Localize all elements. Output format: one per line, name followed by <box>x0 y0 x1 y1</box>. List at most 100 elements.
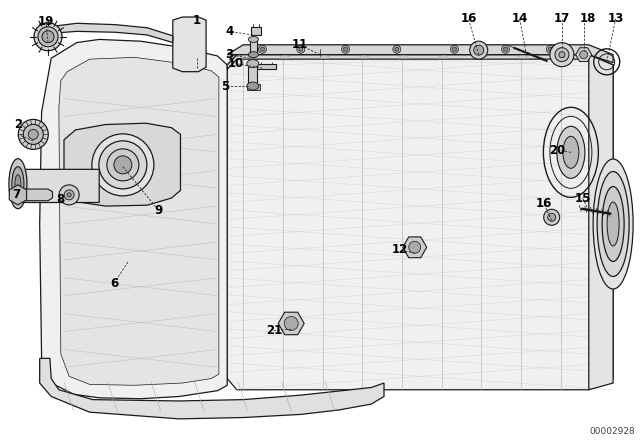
Text: 20: 20 <box>548 143 565 157</box>
Polygon shape <box>227 45 613 63</box>
Text: 6: 6 <box>110 276 118 290</box>
Polygon shape <box>40 39 227 399</box>
Circle shape <box>559 52 565 58</box>
Text: 19: 19 <box>38 15 54 28</box>
Text: 13: 13 <box>607 12 624 26</box>
Circle shape <box>59 185 79 205</box>
Text: 10: 10 <box>227 57 244 70</box>
Ellipse shape <box>602 186 624 262</box>
Ellipse shape <box>247 82 259 90</box>
Polygon shape <box>257 64 276 69</box>
Circle shape <box>259 45 266 53</box>
Polygon shape <box>477 55 489 58</box>
Ellipse shape <box>247 60 259 68</box>
Circle shape <box>19 120 48 149</box>
Text: 16: 16 <box>460 12 477 26</box>
Circle shape <box>38 27 58 47</box>
Polygon shape <box>557 55 568 58</box>
Text: 00002928: 00002928 <box>589 427 635 436</box>
Text: 7: 7 <box>12 188 20 202</box>
Polygon shape <box>589 55 613 390</box>
Circle shape <box>260 47 264 51</box>
Circle shape <box>548 47 552 51</box>
Polygon shape <box>319 55 330 58</box>
Polygon shape <box>250 39 257 55</box>
Ellipse shape <box>563 136 579 168</box>
Circle shape <box>474 45 484 55</box>
Polygon shape <box>247 84 260 90</box>
Text: 15: 15 <box>574 191 591 205</box>
Ellipse shape <box>15 175 21 193</box>
Polygon shape <box>358 55 370 58</box>
Text: 3: 3 <box>225 48 233 61</box>
Ellipse shape <box>12 167 24 201</box>
Circle shape <box>470 41 488 59</box>
Circle shape <box>23 125 44 144</box>
Polygon shape <box>438 55 449 58</box>
Circle shape <box>297 45 305 53</box>
Text: 2: 2 <box>14 118 22 131</box>
Circle shape <box>548 213 556 221</box>
Polygon shape <box>18 189 52 201</box>
Polygon shape <box>38 23 173 43</box>
Ellipse shape <box>607 202 619 246</box>
Circle shape <box>67 193 71 197</box>
Polygon shape <box>398 55 410 58</box>
Ellipse shape <box>107 149 139 181</box>
Ellipse shape <box>9 159 27 209</box>
Polygon shape <box>227 55 613 69</box>
Circle shape <box>547 45 554 53</box>
Polygon shape <box>278 312 304 335</box>
Polygon shape <box>239 55 251 58</box>
Circle shape <box>393 45 401 53</box>
Polygon shape <box>9 185 27 205</box>
Text: 17: 17 <box>554 12 570 26</box>
Circle shape <box>42 31 54 43</box>
Circle shape <box>34 23 62 51</box>
Text: 8: 8 <box>57 193 65 206</box>
Circle shape <box>28 129 38 139</box>
Text: 12: 12 <box>392 243 408 257</box>
Text: 16: 16 <box>536 197 552 211</box>
Text: 18: 18 <box>579 12 596 26</box>
Circle shape <box>451 45 458 53</box>
Circle shape <box>299 47 303 51</box>
Text: 5: 5 <box>221 79 229 93</box>
Ellipse shape <box>248 36 259 43</box>
Polygon shape <box>279 55 291 58</box>
Polygon shape <box>403 237 427 258</box>
Polygon shape <box>18 169 99 202</box>
Ellipse shape <box>248 52 259 58</box>
Text: 21: 21 <box>266 324 282 337</box>
Text: 1: 1 <box>193 13 201 27</box>
Circle shape <box>555 47 569 62</box>
Polygon shape <box>517 55 529 58</box>
Circle shape <box>64 190 74 200</box>
Text: 9: 9 <box>155 204 163 217</box>
Circle shape <box>543 209 559 225</box>
Polygon shape <box>248 64 257 86</box>
Polygon shape <box>59 57 219 385</box>
Circle shape <box>504 47 508 51</box>
Polygon shape <box>40 358 384 419</box>
Circle shape <box>550 43 574 67</box>
Circle shape <box>284 316 298 331</box>
Ellipse shape <box>92 134 154 196</box>
Ellipse shape <box>99 141 147 189</box>
Circle shape <box>502 45 509 53</box>
Circle shape <box>342 45 349 53</box>
Polygon shape <box>64 123 180 206</box>
Text: 4: 4 <box>225 25 233 38</box>
Circle shape <box>580 51 588 59</box>
Text: 14: 14 <box>511 12 528 26</box>
Polygon shape <box>227 55 613 390</box>
Text: 11: 11 <box>291 38 308 52</box>
Polygon shape <box>251 27 261 35</box>
Polygon shape <box>576 48 592 61</box>
Ellipse shape <box>593 159 633 289</box>
Ellipse shape <box>597 172 629 276</box>
Ellipse shape <box>114 156 132 174</box>
Ellipse shape <box>557 126 585 178</box>
Circle shape <box>409 241 420 253</box>
Circle shape <box>452 47 456 51</box>
